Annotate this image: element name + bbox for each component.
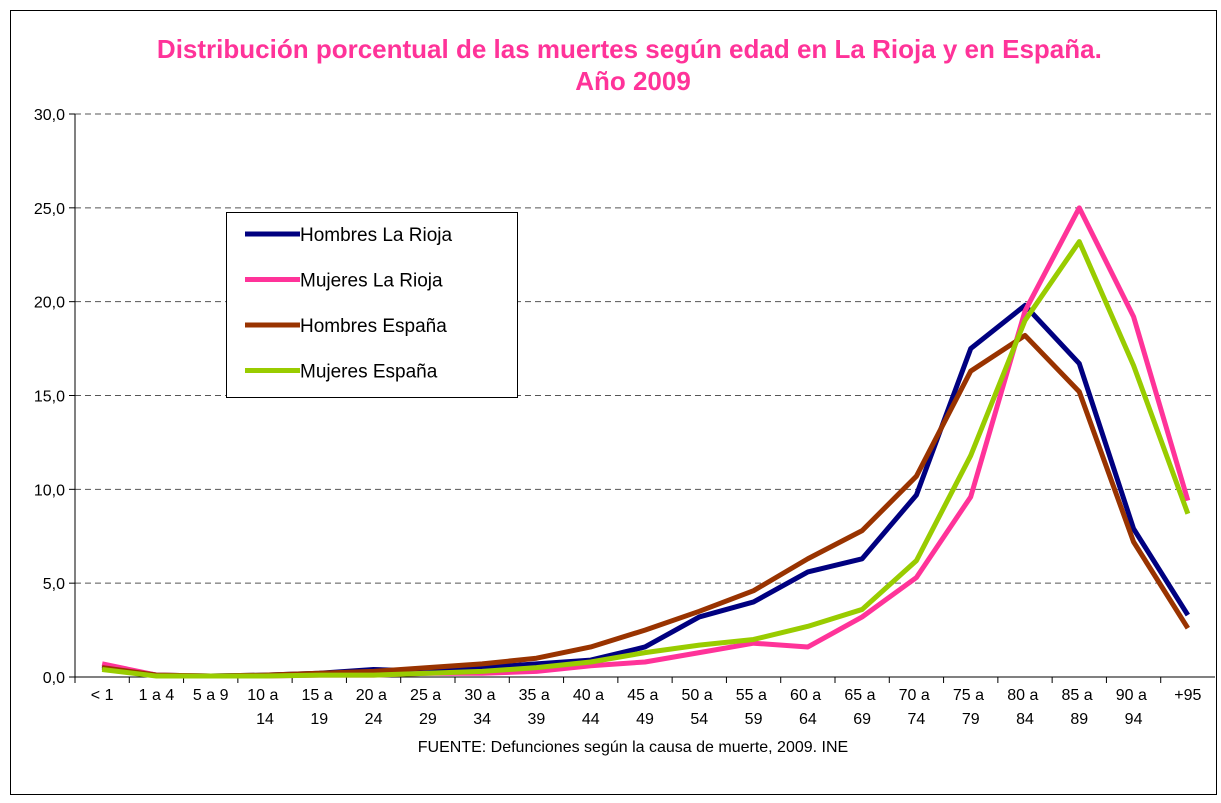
x-tick-label: 10 a 14 (247, 687, 283, 728)
x-tick-label: 25 a 29 (410, 687, 446, 728)
y-tick-label: 25,0 (34, 201, 65, 218)
x-tick-label: 5 a 9 (193, 687, 229, 704)
x-tick-label: 75 a 79 (953, 687, 989, 728)
y-tick-label: 0,0 (43, 670, 65, 687)
legend-label: Hombres La Rioja (300, 225, 452, 246)
x-tick-label: 55 a 59 (736, 687, 772, 728)
x-tick-label: 30 a 34 (464, 687, 500, 728)
y-tick-label: 5,0 (43, 576, 65, 593)
x-tick-label: 20 a 24 (356, 687, 392, 728)
x-tick-label: 15 a 19 (301, 687, 337, 728)
x-tick-label: 80 a 84 (1007, 687, 1043, 728)
x-tick-label: +95 (1174, 687, 1201, 704)
x-tick-label: 1 a 4 (139, 687, 175, 704)
x-tick-label: 45 a 49 (627, 687, 663, 728)
series-line (101, 239, 1191, 679)
x-tick-label: 50 a 54 (681, 687, 717, 728)
x-tick-label: 60 a 64 (790, 687, 826, 728)
chart-title: Distribución porcentual de las muertes s… (157, 34, 1109, 96)
legend-label: Mujeres La Rioja (300, 271, 443, 292)
legend-label: Mujeres España (300, 362, 438, 383)
y-tick-label: 20,0 (34, 295, 65, 312)
x-tick-label: 90 a 94 (1116, 687, 1152, 728)
x-tick-label: 70 a 74 (899, 687, 935, 728)
legend-box (226, 212, 518, 398)
x-tick-label: 35 a 39 (519, 687, 555, 728)
legend-label: Hombres España (300, 316, 447, 337)
x-tick-label: 65 a 69 (844, 687, 880, 728)
source-note: FUENTE: Defunciones según la causa de mu… (418, 739, 848, 756)
x-tick-label: 85 a 89 (1061, 687, 1097, 728)
y-tick-label: 15,0 (34, 389, 65, 406)
x-tick-label: < 1 (91, 687, 114, 704)
x-tick-label: 40 a 44 (573, 687, 609, 728)
y-tick-label: 10,0 (34, 482, 65, 499)
y-tick-label: 30,0 (34, 107, 65, 124)
